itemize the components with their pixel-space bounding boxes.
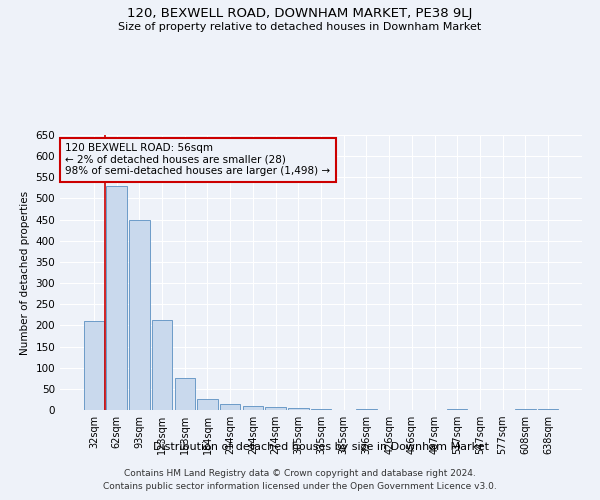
- Text: Contains public sector information licensed under the Open Government Licence v3: Contains public sector information licen…: [103, 482, 497, 491]
- Bar: [265, 407, 286, 410]
- Bar: [288, 408, 308, 410]
- Bar: [152, 320, 172, 410]
- Bar: [515, 409, 536, 410]
- Text: 120, BEXWELL ROAD, DOWNHAM MARKET, PE38 9LJ: 120, BEXWELL ROAD, DOWNHAM MARKET, PE38 …: [127, 8, 473, 20]
- Text: 120 BEXWELL ROAD: 56sqm
← 2% of detached houses are smaller (28)
98% of semi-det: 120 BEXWELL ROAD: 56sqm ← 2% of detached…: [65, 143, 331, 176]
- Bar: [129, 220, 149, 410]
- Text: Size of property relative to detached houses in Downham Market: Size of property relative to detached ho…: [118, 22, 482, 32]
- Bar: [106, 186, 127, 410]
- Bar: [175, 378, 195, 410]
- Text: Contains HM Land Registry data © Crown copyright and database right 2024.: Contains HM Land Registry data © Crown c…: [124, 468, 476, 477]
- Bar: [311, 408, 331, 410]
- Bar: [220, 404, 241, 410]
- Bar: [538, 409, 558, 410]
- Bar: [197, 398, 218, 410]
- Bar: [84, 321, 104, 410]
- Y-axis label: Number of detached properties: Number of detached properties: [20, 190, 30, 354]
- Bar: [356, 409, 377, 410]
- Bar: [242, 406, 263, 410]
- Bar: [447, 409, 467, 410]
- Text: Distribution of detached houses by size in Downham Market: Distribution of detached houses by size …: [153, 442, 489, 452]
